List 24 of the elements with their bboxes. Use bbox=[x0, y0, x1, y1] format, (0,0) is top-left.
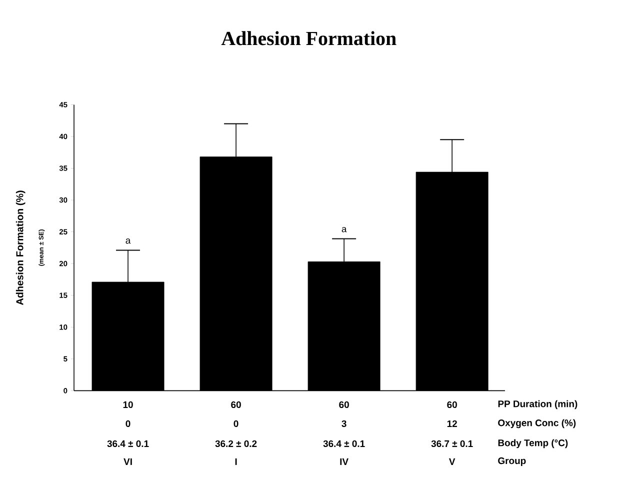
text: 60 bbox=[447, 401, 457, 408]
x-axis-title: Group bbox=[498, 457, 526, 466]
x-tick-label: I bbox=[235, 458, 237, 465]
annotation: a bbox=[342, 227, 347, 232]
chart-title: Adhesion Formation bbox=[221, 31, 396, 46]
text: 36.4 ± 0.1 bbox=[323, 440, 365, 448]
x-tick-label: V bbox=[448, 458, 456, 465]
text: Body Temp (°C) bbox=[498, 439, 568, 448]
text: 0 bbox=[126, 420, 130, 428]
text: 0 bbox=[234, 420, 238, 428]
x-tick-label: IV bbox=[340, 458, 348, 465]
x-tick-label: VI bbox=[124, 458, 132, 465]
text: 10 bbox=[123, 401, 133, 408]
text: 12 bbox=[447, 420, 457, 427]
y-axis-title: Adhesion Formation (%) bbox=[16, 190, 26, 305]
text: 36.4 ± 0.1 bbox=[107, 440, 149, 448]
text: Oxygen Conc (%) bbox=[498, 419, 576, 428]
text: 60 bbox=[231, 401, 241, 408]
text: 3 bbox=[342, 420, 346, 428]
annotation: a bbox=[126, 238, 131, 244]
text: 36.2 ± 0.2 bbox=[215, 440, 257, 448]
text: 36.7 ± 0.1 bbox=[431, 440, 473, 448]
text: PP Duration (min) bbox=[498, 400, 578, 410]
text: 60 bbox=[339, 401, 349, 408]
